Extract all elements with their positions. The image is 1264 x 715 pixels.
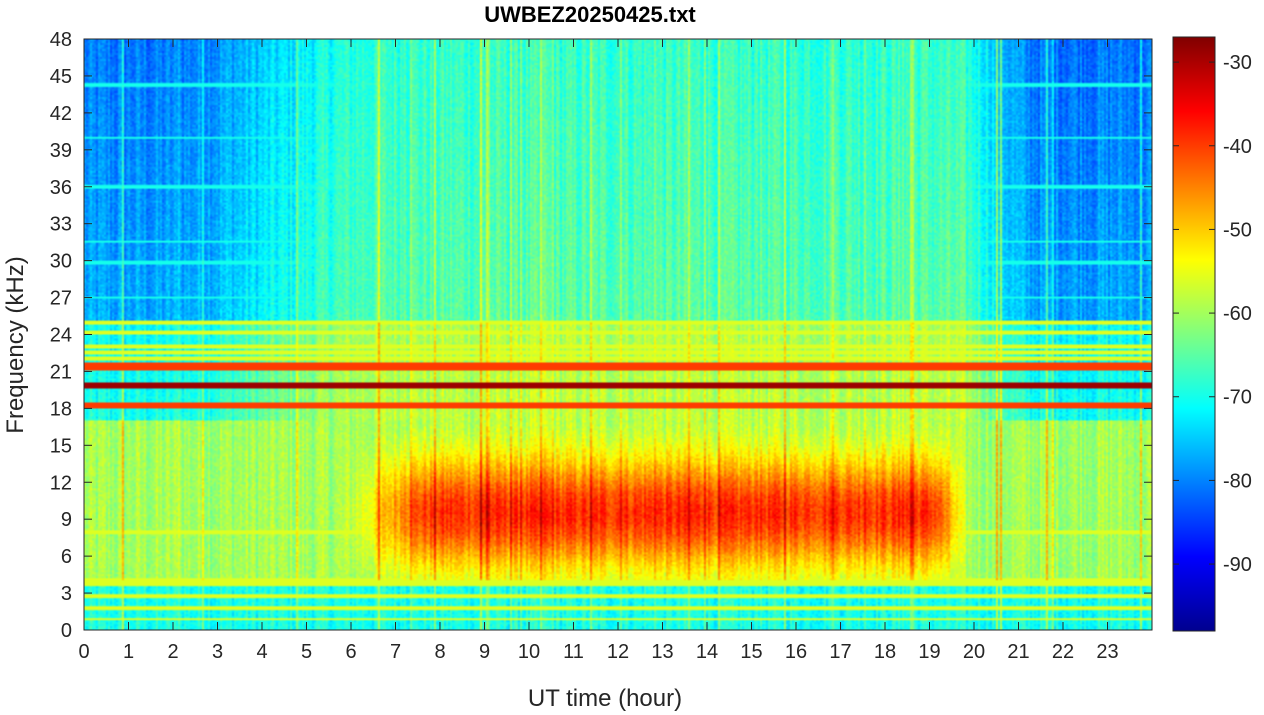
x-tick-label: 5 (301, 641, 312, 663)
x-tick-label: 7 (390, 641, 401, 663)
y-tick-label: 0 (61, 620, 72, 642)
colorbar: -30 -40 -50 -60 -70 -80 -90 (1172, 36, 1252, 632)
colorbar-tick-label: -70 (1223, 387, 1252, 409)
x-tick-label: 12 (607, 641, 629, 663)
x-tick-label: 3 (212, 641, 223, 663)
x-tick-label: 1 (123, 641, 134, 663)
colorbar-tick-label: -90 (1223, 554, 1252, 576)
y-tick-label: 12 (50, 472, 72, 494)
y-tick-label: 45 (50, 66, 72, 88)
y-tick-label: 39 (50, 140, 72, 162)
colorbar-tick-label: -40 (1223, 136, 1252, 158)
colorbar-gradient (1172, 36, 1216, 632)
colorbar-tick-label: -30 (1223, 52, 1252, 74)
x-tick-label: 6 (345, 641, 356, 663)
y-tick-label: 15 (50, 435, 72, 457)
y-tick-label: 24 (50, 325, 72, 347)
x-tick-label: 22 (1052, 641, 1074, 663)
y-tick-label: 3 (61, 583, 72, 605)
y-tick-label: 30 (50, 251, 72, 273)
x-tick-label: 11 (563, 641, 584, 663)
x-tick-label: 19 (918, 641, 940, 663)
x-tick-label: 8 (434, 641, 445, 663)
y-tick-label: 48 (50, 29, 72, 51)
chart-title: UWBEZ20250425.txt (484, 2, 696, 27)
x-tick-label: 14 (696, 641, 718, 663)
y-tick-label: 9 (61, 509, 72, 531)
x-tick-label: 21 (1007, 641, 1029, 663)
x-axis-ticks: 0 1 2 3 4 5 6 7 8 9 10 11 12 13 14 15 16 17 18 19 20 21 22 23 (78, 39, 1119, 663)
x-tick-label: 23 (1096, 641, 1118, 663)
y-tick-label: 6 (61, 546, 72, 568)
x-tick-label: 4 (256, 641, 267, 663)
y-axis-label: Frequency (kHz) (2, 256, 29, 433)
y-tick-label: 18 (50, 398, 72, 420)
colorbar-tick-label: -80 (1223, 470, 1252, 492)
y-tick-label: 36 (50, 177, 72, 199)
x-tick-label: 2 (167, 641, 178, 663)
x-tick-label: 20 (963, 641, 985, 663)
colorbar-tick-label: -50 (1223, 219, 1252, 241)
x-tick-label: 17 (829, 641, 851, 663)
plot-area (83, 38, 1153, 631)
x-tick-label: 10 (518, 641, 540, 663)
y-tick-label: 33 (50, 214, 72, 236)
x-tick-label: 15 (740, 641, 762, 663)
x-tick-label: 13 (651, 641, 673, 663)
x-tick-label: 9 (479, 641, 490, 663)
y-tick-label: 42 (50, 103, 72, 125)
x-tick-label: 0 (78, 641, 89, 663)
y-tick-label: 27 (50, 288, 72, 310)
colorbar-tick-label: -60 (1223, 303, 1252, 325)
x-tick-label: 18 (874, 641, 896, 663)
x-tick-label: 16 (785, 641, 807, 663)
x-axis-label: UT time (hour) (528, 685, 682, 712)
colorbar-ticks: -30 -40 -50 -60 -70 -80 -90 (1173, 52, 1252, 576)
spectrogram-heatmap (84, 39, 1152, 630)
y-tick-label: 21 (50, 361, 72, 383)
